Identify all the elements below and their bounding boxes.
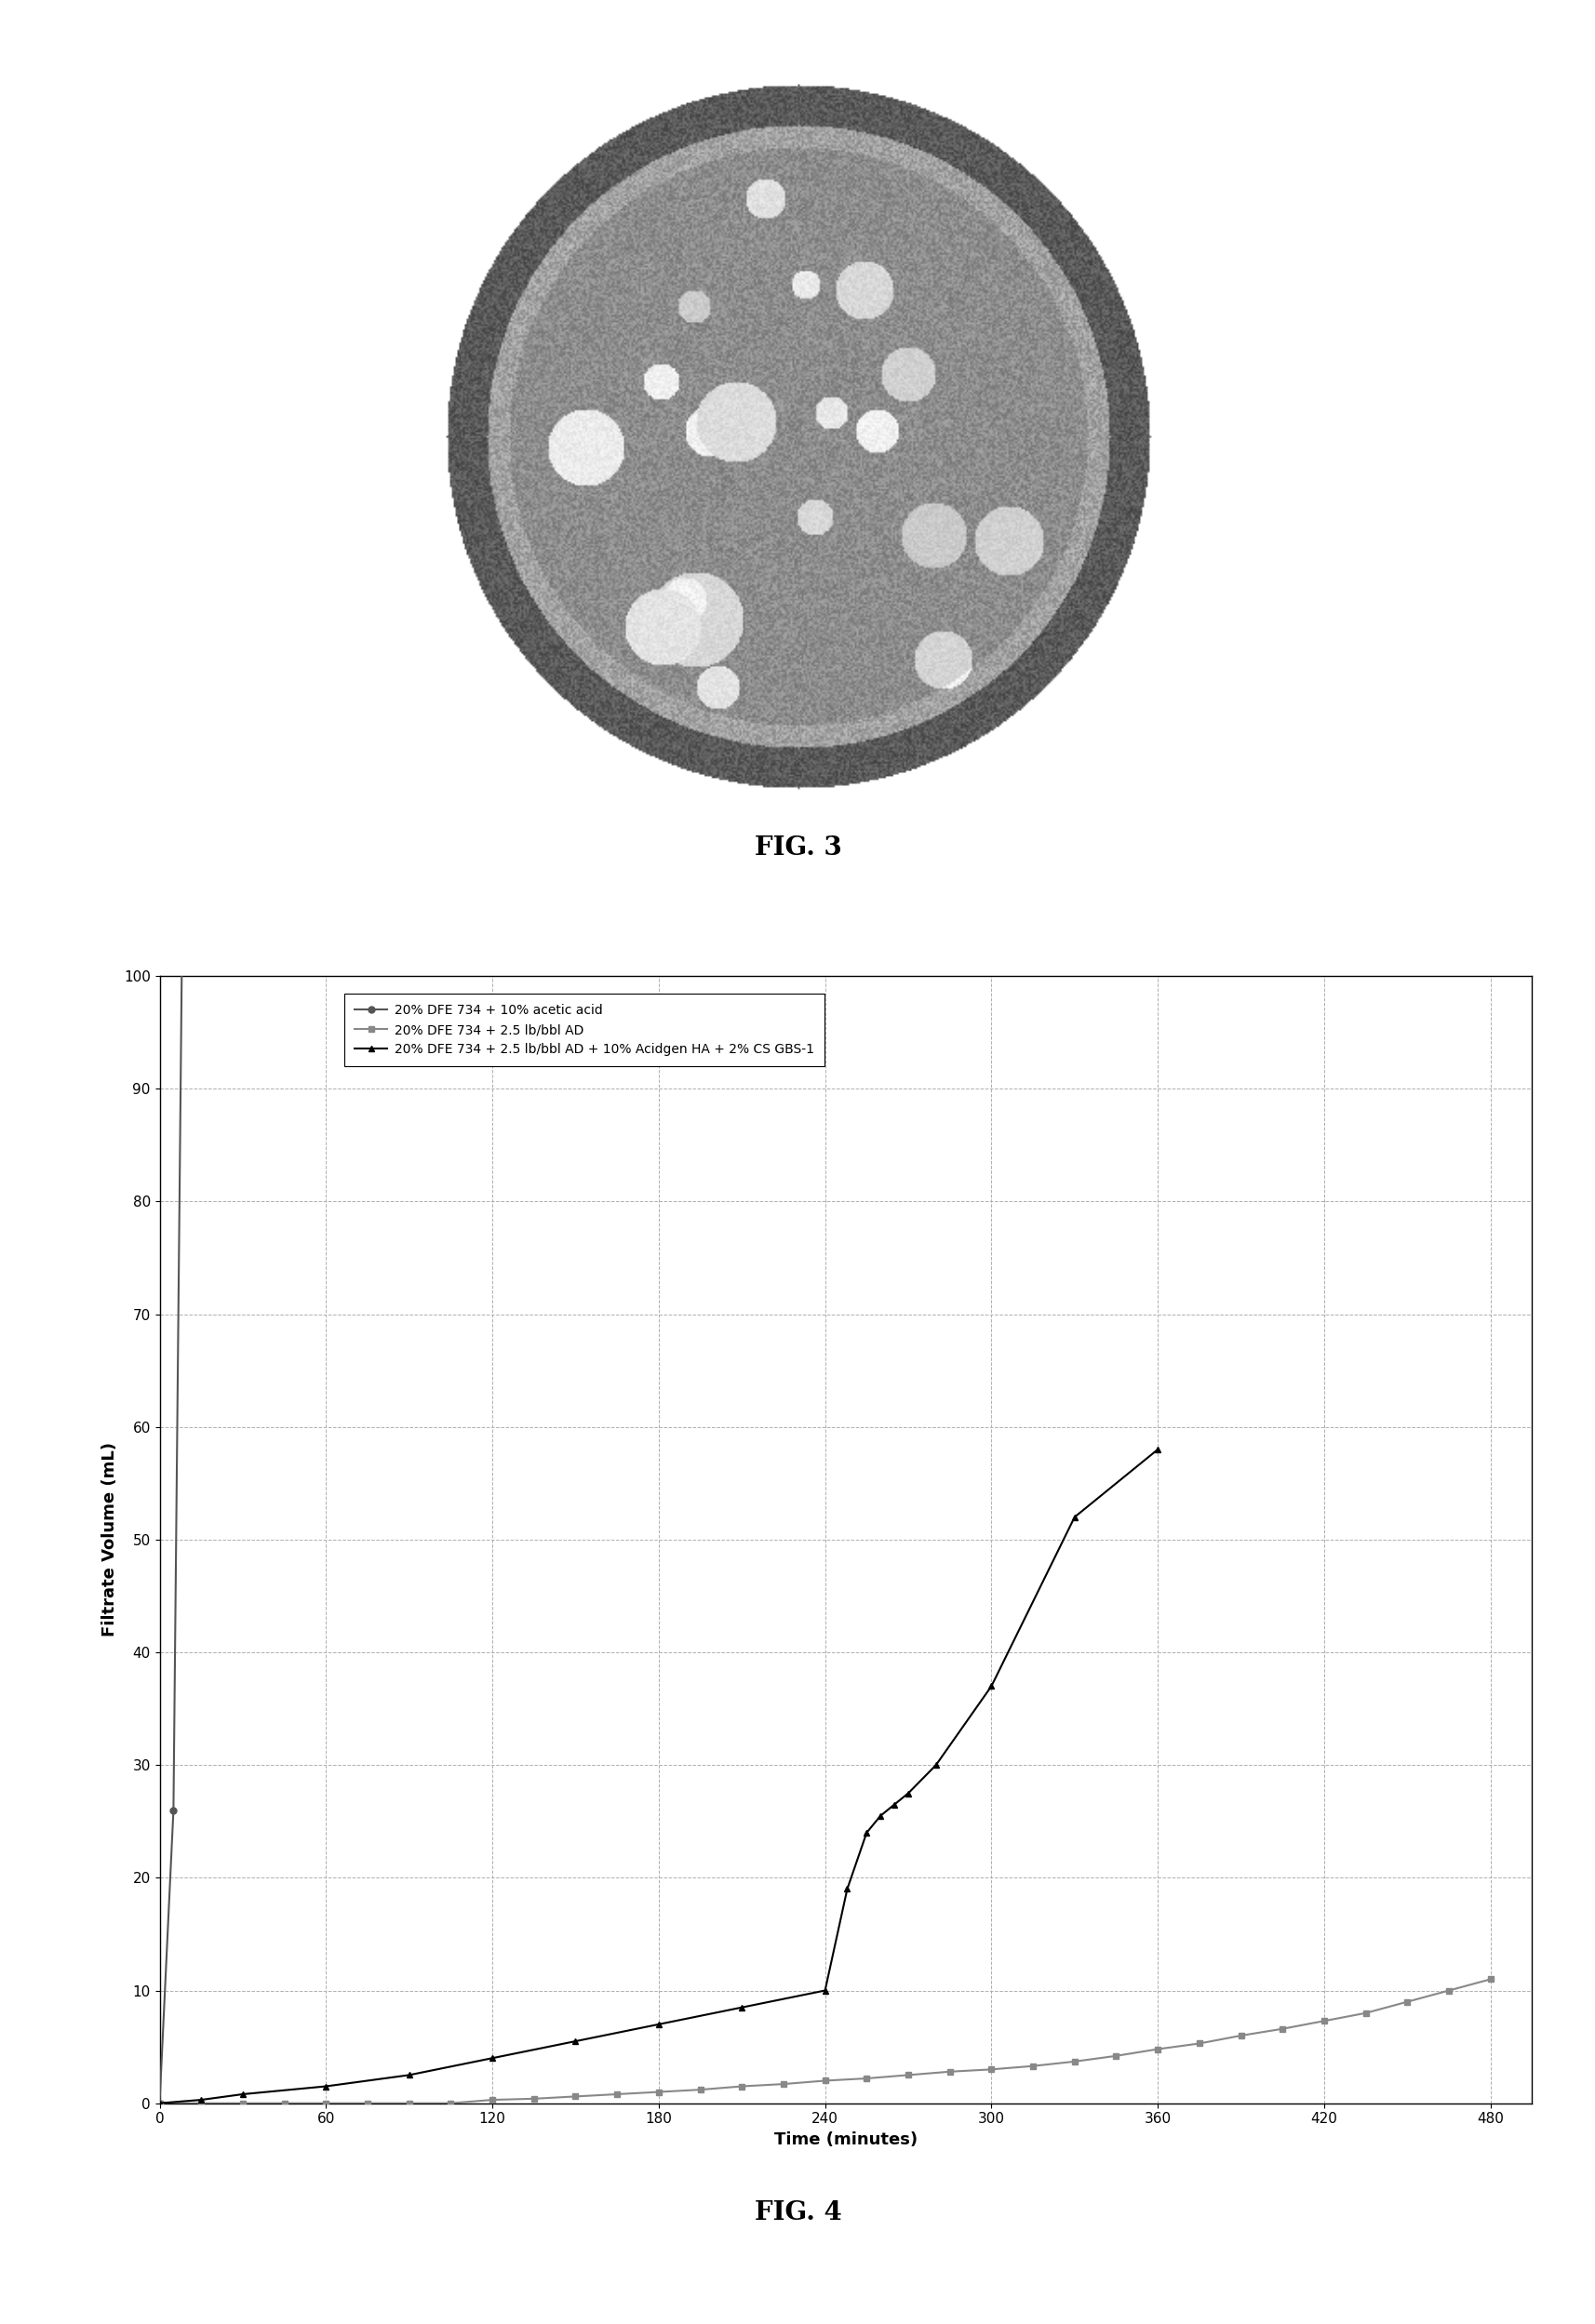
20% DFE 734 + 2.5 lb/bbl AD xyxy=(981,2054,1000,2082)
20% DFE 734 + 2.5 lb/bbl AD xyxy=(649,2078,668,2106)
20% DFE 734 + 2.5 lb/bbl AD + 10% Acidgen HA + 2% CS GBS-1 xyxy=(191,2087,211,2115)
Y-axis label: Filtrate Volume (mL): Filtrate Volume (mL) xyxy=(102,1443,118,1636)
20% DFE 734 + 2.5 lb/bbl AD xyxy=(1273,2015,1292,2043)
20% DFE 734 + 2.5 lb/bbl AD xyxy=(857,2064,876,2092)
20% DFE 734 + 2.5 lb/bbl AD + 10% Acidgen HA + 2% CS GBS-1 xyxy=(233,2080,252,2108)
20% DFE 734 + 2.5 lb/bbl AD + 10% Acidgen HA + 2% CS GBS-1 xyxy=(649,2010,668,2038)
20% DFE 734 + 2.5 lb/bbl AD xyxy=(939,2057,959,2085)
20% DFE 734 + 2.5 lb/bbl AD xyxy=(1190,2029,1209,2057)
20% DFE 734 + 2.5 lb/bbl AD xyxy=(482,2087,501,2115)
20% DFE 734 + 2.5 lb/bbl AD xyxy=(1022,2052,1042,2080)
20% DFE 734 + 2.5 lb/bbl AD xyxy=(150,2089,169,2117)
20% DFE 734 + 2.5 lb/bbl AD xyxy=(1397,1987,1416,2015)
20% DFE 734 + 2.5 lb/bbl AD + 10% Acidgen HA + 2% CS GBS-1 xyxy=(925,1752,944,1780)
20% DFE 734 + 2.5 lb/bbl AD xyxy=(1231,2022,1250,2050)
20% DFE 734 + 2.5 lb/bbl AD + 10% Acidgen HA + 2% CS GBS-1 xyxy=(837,1875,857,1903)
20% DFE 734 + 2.5 lb/bbl AD xyxy=(608,2080,627,2108)
20% DFE 734 + 2.5 lb/bbl AD + 10% Acidgen HA + 2% CS GBS-1 xyxy=(898,1780,917,1808)
Line: 20% DFE 734 + 2.5 lb/bbl AD: 20% DFE 734 + 2.5 lb/bbl AD xyxy=(156,1975,1493,2106)
20% DFE 734 + 2.5 lb/bbl AD + 10% Acidgen HA + 2% CS GBS-1 xyxy=(732,1994,751,2022)
20% DFE 734 + 2.5 lb/bbl AD xyxy=(191,2089,211,2117)
20% DFE 734 + 2.5 lb/bbl AD + 10% Acidgen HA + 2% CS GBS-1 xyxy=(316,2073,335,2101)
X-axis label: Time (minutes): Time (minutes) xyxy=(774,2131,917,2147)
20% DFE 734 + 2.5 lb/bbl AD xyxy=(274,2089,293,2117)
20% DFE 734 + 10% acetic acid xyxy=(164,1796,183,1824)
20% DFE 734 + 2.5 lb/bbl AD xyxy=(1147,2036,1166,2064)
20% DFE 734 + 2.5 lb/bbl AD xyxy=(440,2089,459,2117)
20% DFE 734 + 2.5 lb/bbl AD + 10% Acidgen HA + 2% CS GBS-1 xyxy=(482,2045,501,2073)
Legend: 20% DFE 734 + 10% acetic acid, 20% DFE 734 + 2.5 lb/bbl AD, 20% DFE 734 + 2.5 lb: 20% DFE 734 + 10% acetic acid, 20% DFE 7… xyxy=(345,995,825,1067)
20% DFE 734 + 2.5 lb/bbl AD + 10% Acidgen HA + 2% CS GBS-1 xyxy=(1064,1504,1083,1532)
Line: 20% DFE 734 + 2.5 lb/bbl AD + 10% Acidgen HA + 2% CS GBS-1: 20% DFE 734 + 2.5 lb/bbl AD + 10% Acidge… xyxy=(156,1446,1160,2106)
20% DFE 734 + 2.5 lb/bbl AD + 10% Acidgen HA + 2% CS GBS-1 xyxy=(399,2061,418,2089)
20% DFE 734 + 2.5 lb/bbl AD + 10% Acidgen HA + 2% CS GBS-1 xyxy=(981,1673,1000,1701)
20% DFE 734 + 2.5 lb/bbl AD xyxy=(566,2082,585,2110)
20% DFE 734 + 2.5 lb/bbl AD xyxy=(1064,2047,1083,2075)
20% DFE 734 + 2.5 lb/bbl AD + 10% Acidgen HA + 2% CS GBS-1 xyxy=(871,1801,890,1829)
20% DFE 734 + 2.5 lb/bbl AD xyxy=(357,2089,376,2117)
Text: FIG. 4: FIG. 4 xyxy=(754,2201,841,2224)
20% DFE 734 + 2.5 lb/bbl AD + 10% Acidgen HA + 2% CS GBS-1 xyxy=(150,2089,169,2117)
20% DFE 734 + 2.5 lb/bbl AD xyxy=(732,2073,751,2101)
20% DFE 734 + 10% acetic acid xyxy=(150,2089,169,2117)
20% DFE 734 + 2.5 lb/bbl AD xyxy=(774,2071,793,2099)
20% DFE 734 + 2.5 lb/bbl AD xyxy=(691,2075,710,2103)
20% DFE 734 + 2.5 lb/bbl AD xyxy=(1314,2008,1333,2036)
20% DFE 734 + 2.5 lb/bbl AD xyxy=(898,2061,917,2089)
20% DFE 734 + 2.5 lb/bbl AD xyxy=(233,2089,252,2117)
20% DFE 734 + 2.5 lb/bbl AD xyxy=(1105,2043,1124,2071)
Line: 20% DFE 734 + 10% acetic acid: 20% DFE 734 + 10% acetic acid xyxy=(156,0,196,2106)
20% DFE 734 + 2.5 lb/bbl AD xyxy=(316,2089,335,2117)
20% DFE 734 + 2.5 lb/bbl AD xyxy=(1480,1966,1499,1994)
20% DFE 734 + 2.5 lb/bbl AD xyxy=(1356,1999,1375,2027)
20% DFE 734 + 2.5 lb/bbl AD + 10% Acidgen HA + 2% CS GBS-1 xyxy=(566,2027,585,2054)
20% DFE 734 + 2.5 lb/bbl AD + 10% Acidgen HA + 2% CS GBS-1 xyxy=(1147,1436,1166,1464)
20% DFE 734 + 2.5 lb/bbl AD xyxy=(525,2085,544,2113)
20% DFE 734 + 2.5 lb/bbl AD xyxy=(1439,1975,1458,2003)
20% DFE 734 + 2.5 lb/bbl AD + 10% Acidgen HA + 2% CS GBS-1 xyxy=(815,1975,834,2003)
20% DFE 734 + 2.5 lb/bbl AD xyxy=(399,2089,418,2117)
Text: FIG. 3: FIG. 3 xyxy=(754,837,841,860)
20% DFE 734 + 2.5 lb/bbl AD xyxy=(815,2066,834,2094)
20% DFE 734 + 2.5 lb/bbl AD + 10% Acidgen HA + 2% CS GBS-1 xyxy=(857,1820,876,1848)
20% DFE 734 + 2.5 lb/bbl AD + 10% Acidgen HA + 2% CS GBS-1 xyxy=(884,1789,903,1817)
